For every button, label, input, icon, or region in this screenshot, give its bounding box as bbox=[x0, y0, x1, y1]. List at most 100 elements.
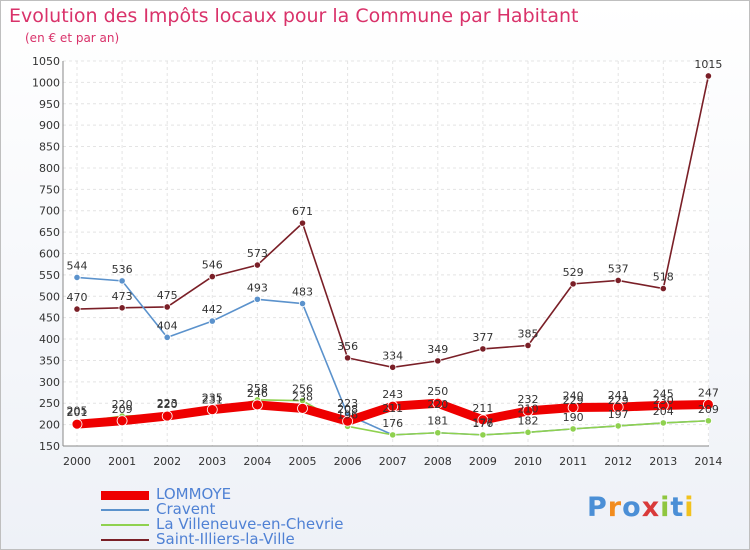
data-point bbox=[522, 405, 534, 417]
legend-label: LOMMOYE bbox=[156, 485, 232, 503]
data-point bbox=[253, 295, 261, 303]
y-tick-label: 750 bbox=[39, 183, 60, 196]
data-label: 473 bbox=[112, 290, 133, 303]
data-label: 349 bbox=[427, 343, 448, 356]
data-label: 220 bbox=[427, 398, 448, 411]
data-label: 240 bbox=[563, 390, 584, 403]
data-label: 220 bbox=[157, 398, 178, 411]
data-label: 671 bbox=[292, 205, 313, 218]
data-point bbox=[71, 418, 83, 430]
data-point bbox=[208, 317, 216, 325]
x-tick-label: 2001 bbox=[108, 455, 136, 468]
data-point bbox=[524, 341, 532, 350]
data-point bbox=[477, 414, 489, 426]
data-point bbox=[73, 273, 81, 282]
data-point bbox=[253, 261, 261, 269]
data-label: 243 bbox=[382, 388, 403, 401]
data-label: 223 bbox=[157, 397, 178, 410]
data-label: 250 bbox=[427, 385, 448, 398]
y-tick-label: 550 bbox=[39, 269, 60, 282]
data-point bbox=[569, 425, 577, 433]
data-point bbox=[163, 333, 171, 341]
x-tick-label: 2003 bbox=[198, 455, 226, 468]
legend-swatch bbox=[101, 490, 149, 500]
data-label: 404 bbox=[157, 319, 178, 332]
data-point bbox=[434, 357, 442, 365]
x-tick-label: 2002 bbox=[153, 455, 181, 468]
y-tick-label: 700 bbox=[39, 205, 60, 218]
data-label: 493 bbox=[247, 281, 268, 294]
x-tick-label: 2006 bbox=[334, 455, 362, 468]
y-tick-label: 500 bbox=[39, 290, 60, 303]
data-label: 256 bbox=[292, 383, 313, 396]
data-point bbox=[342, 415, 354, 427]
data-label: 235 bbox=[202, 392, 223, 405]
data-label: 246 bbox=[247, 387, 268, 400]
x-tick-label: 2005 bbox=[289, 455, 317, 468]
chart-title: Evolution des Impôts locaux pour la Comm… bbox=[9, 5, 579, 27]
data-point bbox=[479, 431, 487, 439]
legend-label: Saint-Illiers-la-Ville bbox=[156, 530, 295, 548]
data-label: 176 bbox=[382, 417, 403, 430]
data-point bbox=[251, 399, 263, 411]
data-label: 475 bbox=[157, 289, 178, 302]
y-tick-label: 850 bbox=[39, 141, 60, 154]
data-label: 211 bbox=[472, 402, 493, 415]
logo-letter: t bbox=[670, 492, 685, 523]
data-point bbox=[704, 72, 713, 80]
data-label: 223 bbox=[337, 397, 358, 410]
data-point bbox=[116, 415, 128, 427]
data-point bbox=[389, 363, 397, 371]
data-label: 230 bbox=[653, 394, 674, 407]
x-tick-label: 2009 bbox=[469, 455, 497, 468]
data-label: 229 bbox=[608, 394, 629, 407]
logo-letter: x bbox=[641, 492, 661, 523]
x-tick-label: 2008 bbox=[424, 455, 452, 468]
legend-swatch bbox=[101, 539, 149, 541]
data-label: 208 bbox=[337, 403, 358, 416]
data-point bbox=[208, 272, 216, 281]
y-tick-label: 950 bbox=[39, 98, 60, 111]
data-label: 232 bbox=[518, 393, 539, 406]
logo-letter: r bbox=[607, 492, 623, 523]
data-label: 247 bbox=[698, 387, 719, 400]
data-point bbox=[524, 428, 532, 436]
x-tick-label: 2014 bbox=[694, 455, 722, 468]
data-label: 182 bbox=[518, 414, 539, 427]
data-label: 176 bbox=[472, 417, 493, 430]
data-point bbox=[567, 402, 579, 413]
data-point bbox=[387, 400, 399, 412]
data-point bbox=[569, 280, 577, 288]
data-point bbox=[298, 299, 307, 308]
data-label: 1015 bbox=[694, 58, 722, 71]
data-label: 196 bbox=[337, 408, 358, 421]
data-point bbox=[659, 284, 667, 293]
chart-subtitle: (en € et par an) bbox=[25, 31, 120, 45]
y-tick-label: 450 bbox=[39, 312, 60, 325]
y-tick-label: 650 bbox=[39, 226, 60, 239]
data-label: 258 bbox=[247, 382, 268, 395]
data-label: 209 bbox=[112, 403, 133, 416]
data-label: 201 bbox=[67, 406, 88, 419]
data-label: 573 bbox=[247, 247, 268, 260]
data-label: 231 bbox=[202, 393, 223, 406]
data-point bbox=[343, 354, 352, 362]
y-tick-label: 1000 bbox=[32, 76, 60, 89]
data-label: 205 bbox=[67, 404, 88, 417]
y-tick-label: 1050 bbox=[32, 55, 60, 68]
data-label: 536 bbox=[112, 263, 133, 276]
data-label: 470 bbox=[67, 291, 88, 304]
data-label: 245 bbox=[653, 387, 674, 400]
data-point bbox=[118, 277, 126, 285]
data-label: 544 bbox=[67, 259, 88, 272]
data-label: 197 bbox=[608, 408, 629, 421]
data-label: 385 bbox=[518, 327, 539, 340]
data-point bbox=[118, 304, 126, 312]
data-label: 181 bbox=[427, 415, 448, 428]
x-tick-label: 2012 bbox=[604, 455, 632, 468]
data-label: 537 bbox=[608, 262, 629, 275]
data-point bbox=[703, 399, 714, 410]
y-tick-label: 600 bbox=[39, 248, 60, 261]
data-point bbox=[434, 429, 442, 437]
